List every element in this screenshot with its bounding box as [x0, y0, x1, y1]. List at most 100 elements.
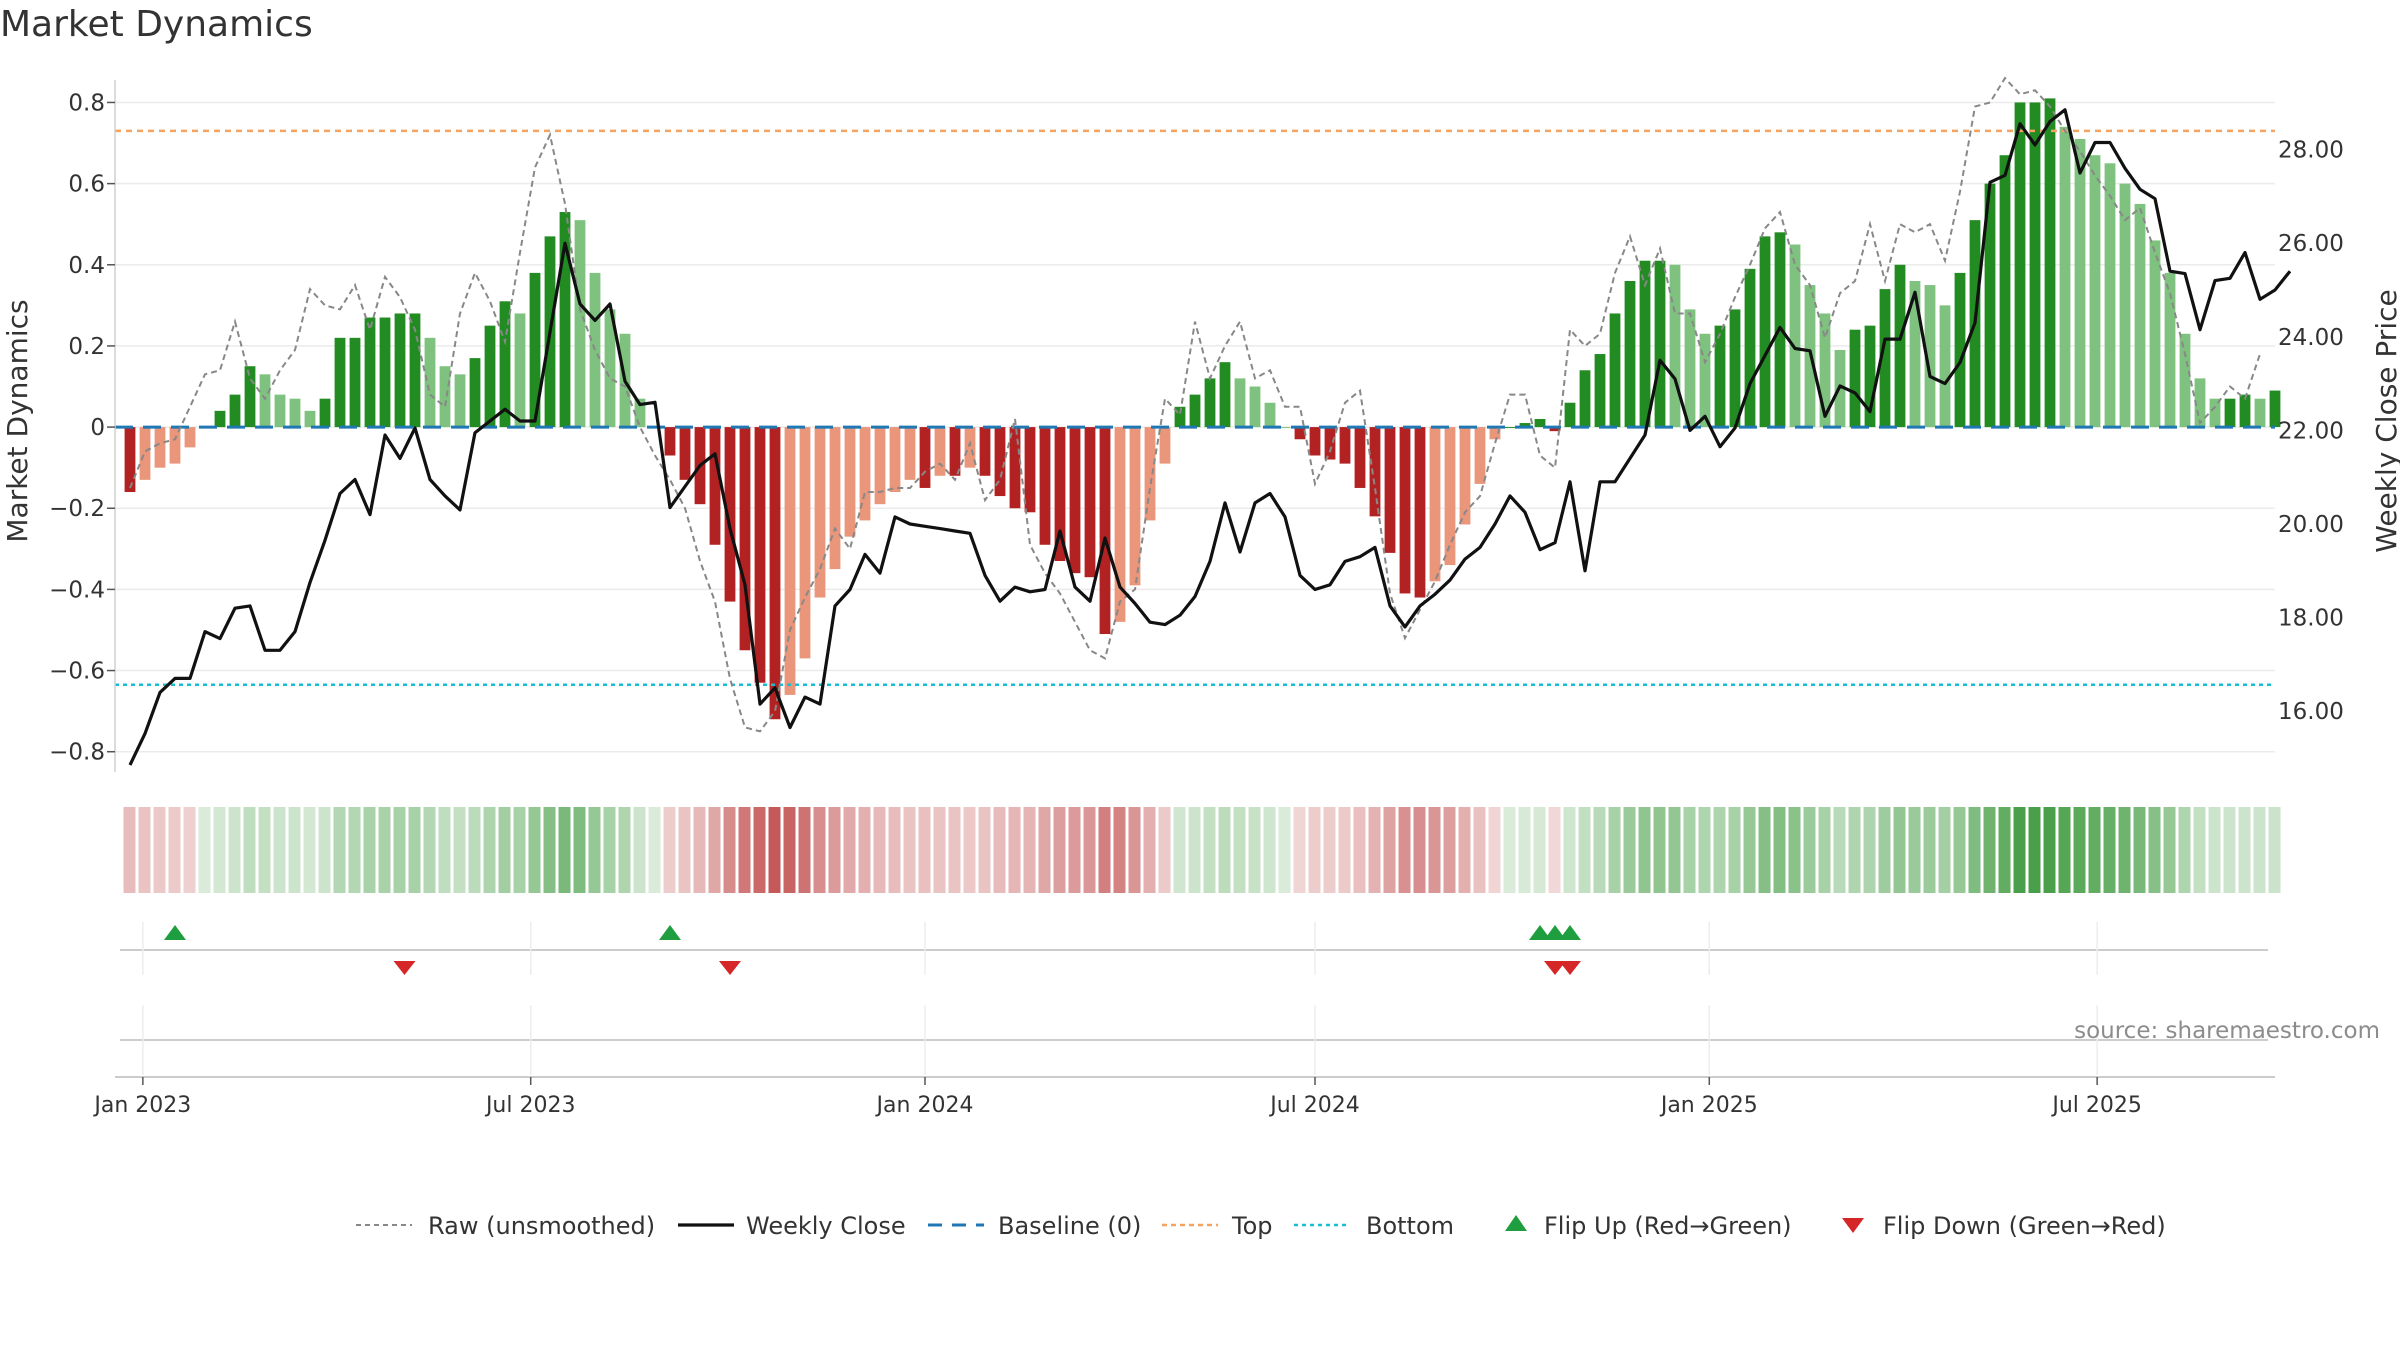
regime-cell	[2208, 807, 2221, 893]
regime-cell	[1533, 807, 1546, 893]
dynamics-bar	[904, 427, 916, 480]
regime-cell	[438, 807, 451, 893]
regime-cell	[408, 807, 421, 893]
regime-cell	[423, 807, 436, 893]
y-right-tick-label: 26.00	[2278, 231, 2344, 257]
dynamics-bar	[2224, 398, 2236, 428]
dynamics-bar	[1819, 313, 1831, 428]
dynamics-bar	[1309, 427, 1321, 456]
dynamics-bar	[934, 427, 946, 476]
regime-cell	[1923, 807, 1936, 893]
regime-cell	[2163, 807, 2176, 893]
regime-cell	[1788, 807, 1801, 893]
y-tick-label: 0.2	[68, 334, 105, 360]
legend-label: Bottom	[1366, 1212, 1454, 1240]
dynamics-bar	[1114, 427, 1126, 622]
dynamics-bar	[349, 337, 361, 428]
regime-cell	[1908, 807, 1921, 893]
regime-cell	[498, 807, 511, 893]
legend-label: Raw (unsmoothed)	[428, 1212, 655, 1240]
dynamics-bar	[1294, 427, 1306, 440]
legend-flip-up-swatch	[1505, 1215, 1527, 1231]
dynamics-bar	[1504, 427, 1516, 429]
dynamics-bar	[304, 410, 316, 428]
flip-up-marker	[1559, 925, 1581, 940]
dynamics-bar	[334, 337, 346, 428]
dynamics-bar	[154, 427, 166, 468]
regime-cell	[2223, 807, 2236, 893]
regime-cell	[933, 807, 946, 893]
dynamics-bar	[769, 427, 781, 720]
dynamics-bar	[1264, 402, 1276, 428]
legend-label: Weekly Close	[746, 1212, 906, 1240]
dynamics-bar	[1369, 427, 1381, 517]
regime-cell	[558, 807, 571, 893]
y-axis-label: Market Dynamics	[1, 299, 34, 542]
regime-cell	[963, 807, 976, 893]
flip-down-marker	[1559, 961, 1581, 975]
dynamics-bar	[739, 427, 751, 651]
regime-cell	[168, 807, 181, 893]
regime-cell	[1668, 807, 1681, 893]
regime-cell	[363, 807, 376, 893]
dynamics-bar	[2119, 183, 2131, 428]
dynamics-bar	[1744, 268, 1756, 428]
source-label: source: sharemaestro.com	[2074, 1018, 2380, 1044]
dynamics-bar	[1144, 427, 1156, 521]
regime-cell	[723, 807, 736, 893]
dynamics-bar	[1084, 427, 1096, 578]
dynamics-bar	[1489, 427, 1501, 440]
y-tick-label: −0.4	[49, 577, 105, 603]
regime-cell	[153, 807, 166, 893]
regime-cell	[273, 807, 286, 893]
regime-cell	[258, 807, 271, 893]
dynamics-bar	[1099, 427, 1111, 635]
regime-cell	[1338, 807, 1351, 893]
dynamics-bar	[709, 427, 721, 545]
dynamics-bar	[2239, 394, 2251, 428]
dynamics-bar	[1864, 325, 1876, 428]
dynamics-bar	[2149, 240, 2161, 428]
regime-cell	[813, 807, 826, 893]
dynamics-bar	[754, 427, 766, 683]
dynamics-bar	[1009, 427, 1021, 509]
dynamics-bar	[2059, 126, 2071, 428]
y-tick-label: −0.2	[49, 496, 105, 522]
regime-cell	[2103, 807, 2116, 893]
regime-cell	[1023, 807, 1036, 893]
dynamics-bar	[1894, 264, 1906, 428]
dynamics-bar	[514, 313, 526, 428]
dynamics-bar	[919, 427, 931, 488]
dynamics-bar	[874, 427, 886, 505]
dynamics-bar	[1399, 427, 1411, 594]
y-tick-label: −0.8	[49, 740, 105, 766]
y-right-tick-label: 24.00	[2278, 325, 2344, 351]
regime-cell	[1578, 807, 1591, 893]
regime-cell	[1938, 807, 1951, 893]
regime-cell	[303, 807, 316, 893]
dynamics-bar	[679, 427, 691, 480]
x-tick-label: Jul 2025	[2050, 1093, 2142, 1118]
dynamics-bar	[469, 358, 481, 428]
flip-down-marker	[719, 961, 741, 975]
regime-strip	[123, 807, 2281, 893]
raw-series-line	[129, 76, 2261, 733]
regime-cell	[348, 807, 361, 893]
regime-cell	[1038, 807, 1051, 893]
regime-cell	[1698, 807, 1711, 893]
dynamics-bar	[244, 366, 256, 428]
flip-down-marker	[393, 961, 416, 975]
regime-cell	[603, 807, 616, 893]
dynamics-bar	[889, 427, 901, 493]
regime-cell	[528, 807, 541, 893]
regime-cell	[1953, 807, 1966, 893]
regime-cell	[978, 807, 991, 893]
regime-cell	[123, 807, 136, 893]
regime-cell	[1563, 807, 1576, 893]
dynamics-bar	[289, 398, 301, 428]
regime-cell	[663, 807, 676, 893]
dynamics-bar	[829, 427, 841, 570]
x-tick-label: Jul 2024	[1268, 1093, 1360, 1118]
regime-cell	[2133, 807, 2146, 893]
dynamics-bar	[1924, 285, 1936, 428]
